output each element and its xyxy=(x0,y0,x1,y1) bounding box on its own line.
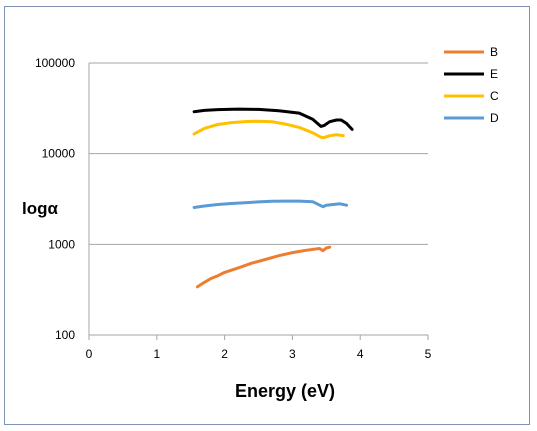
legend-label-e: E xyxy=(490,67,498,81)
x-axis: 0 1 2 3 4 5 xyxy=(86,335,432,361)
series-line-c xyxy=(192,119,345,140)
chart-frame xyxy=(4,6,530,425)
series-line-e xyxy=(192,107,354,131)
y-tick-label: 100000 xyxy=(35,56,75,70)
x-tick-label: 2 xyxy=(221,347,228,361)
x-tick-label: 4 xyxy=(357,347,364,361)
x-tick-label: 0 xyxy=(86,347,93,361)
x-tick-label: 1 xyxy=(153,347,160,361)
series-line-b xyxy=(196,245,332,289)
x-axis-label: Energy (eV) xyxy=(235,381,335,401)
x-tick-label: 3 xyxy=(289,347,296,361)
y-tick-label: 100 xyxy=(55,328,75,342)
legend-label-c: C xyxy=(490,89,499,103)
y-tick-label: 1000 xyxy=(48,237,75,251)
y-axis-label: logα xyxy=(22,199,58,218)
legend-label-d: D xyxy=(490,111,499,125)
series-layer xyxy=(192,107,354,289)
legend-label-b: B xyxy=(490,45,498,59)
y-tick-label: 10000 xyxy=(42,147,76,161)
y-axis: 100 1000 10000 100000 xyxy=(35,56,75,342)
gridlines xyxy=(89,62,428,336)
x-tick-label: 5 xyxy=(425,347,432,361)
series-line-d xyxy=(192,199,349,209)
